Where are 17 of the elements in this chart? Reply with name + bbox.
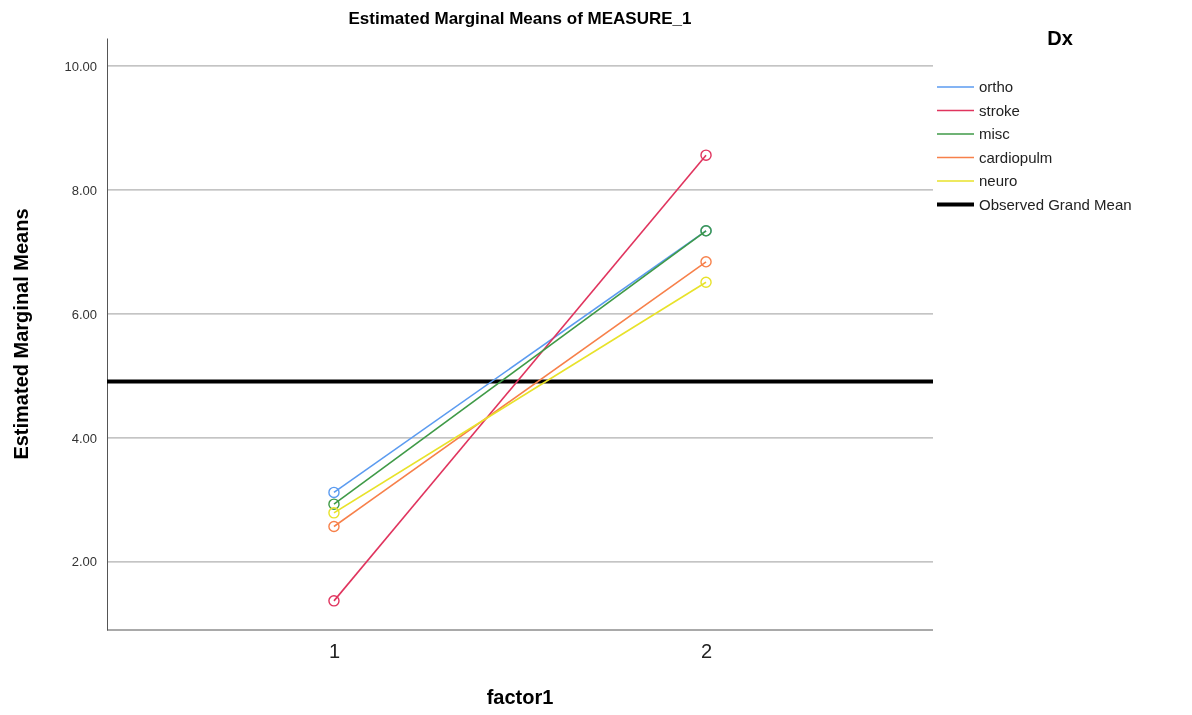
y-tick-label: 4.00 <box>71 430 97 446</box>
y-tick-label: 10.00 <box>64 58 97 74</box>
legend-label: stroke <box>979 101 1020 119</box>
x-tick-label: 1 <box>328 640 341 663</box>
y-tick-label: 8.00 <box>71 182 97 198</box>
y-axis-title: Estimated Marginal Means <box>10 208 32 460</box>
x-tick-label: 2 <box>700 640 713 663</box>
legend-label: Observed Grand Mean <box>979 195 1132 213</box>
x-axis-title: factor1 <box>486 686 554 708</box>
legend-label: misc <box>979 125 1011 142</box>
legend-label: cardiopulm <box>979 148 1053 166</box>
legend-label: ortho <box>979 78 1014 95</box>
y-tick-label: 6.00 <box>71 306 97 322</box>
legend-title: Dx <box>1047 27 1073 49</box>
y-tick-label: 2.00 <box>71 554 97 570</box>
chart-title: Estimated Marginal Means of MEASURE_1 <box>348 9 692 28</box>
legend-label: neuro <box>979 172 1018 189</box>
